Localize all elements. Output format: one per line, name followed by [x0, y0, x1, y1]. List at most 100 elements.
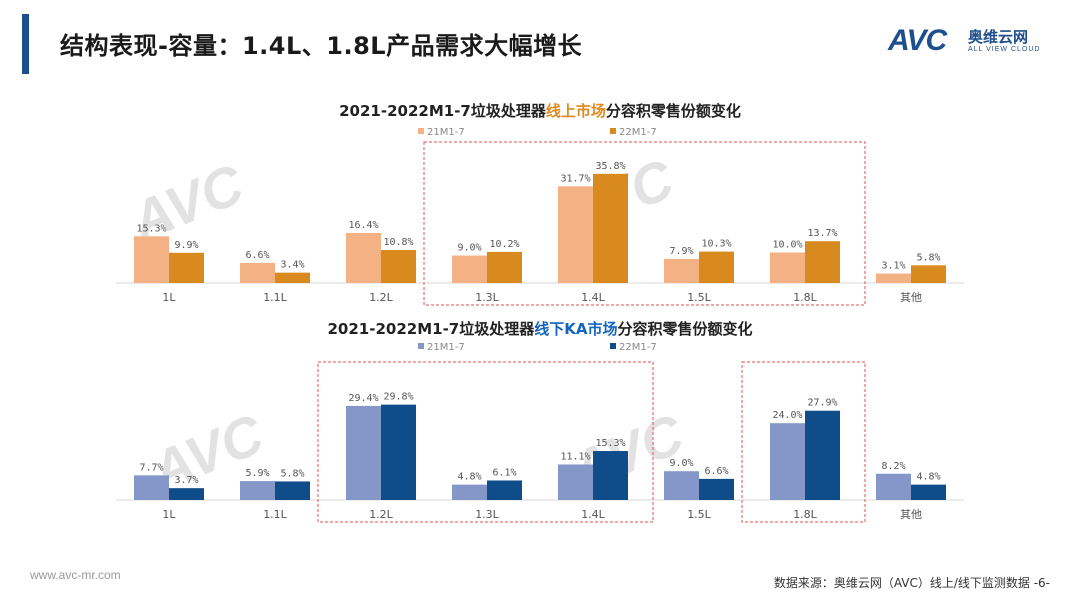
bar	[911, 484, 946, 500]
highlight-box	[741, 361, 866, 523]
data-label: 31.7%	[560, 173, 590, 184]
data-label: 29.4%	[348, 393, 378, 404]
bar	[134, 475, 169, 500]
category-label: 1.4L	[581, 508, 605, 521]
bar	[346, 405, 381, 500]
bar	[593, 451, 628, 500]
bar	[770, 423, 805, 500]
category-label: 1.5L	[687, 291, 711, 304]
data-label: 10.2%	[489, 239, 519, 250]
data-label: 24.0%	[772, 410, 802, 421]
bar	[805, 241, 840, 283]
chart-title-online: 2021-2022M1-7垃圾处理器线上市场分容积零售份额变化	[0, 100, 1080, 121]
category-label: 其他	[900, 291, 922, 304]
data-label: 3.4%	[280, 260, 304, 271]
legend-label: 21M1-7	[427, 127, 465, 138]
data-label: 7.7%	[139, 462, 163, 473]
bar	[664, 471, 699, 500]
chart-title-part: 分容积零售份额变化	[605, 102, 741, 120]
category-label: 1.8L	[793, 508, 817, 521]
category-label: 1.2L	[369, 291, 393, 304]
bar	[452, 484, 487, 500]
chart-title-part: 2021-2022M1-7垃圾处理器	[339, 102, 546, 120]
category-label: 其他	[900, 508, 922, 521]
data-label: 5.8%	[280, 468, 304, 479]
bar	[240, 481, 275, 500]
avc-logo: AVC 奥维云网 ALL VIEW CLOUD	[888, 22, 1063, 62]
footer-source: 数据来源：奥维云网（AVC）线上/线下监测数据 -6-	[773, 576, 1050, 590]
bar	[664, 258, 699, 283]
bar	[487, 480, 522, 500]
category-label: 1L	[162, 291, 176, 304]
data-label: 4.8%	[916, 472, 940, 483]
bar	[911, 265, 946, 283]
bar	[452, 255, 487, 283]
bar	[346, 232, 381, 283]
title-accent-bar	[22, 14, 29, 74]
bar	[487, 251, 522, 283]
data-label: 13.7%	[807, 228, 837, 239]
data-label: 6.6%	[704, 466, 728, 477]
data-label: 15.3%	[595, 438, 625, 449]
data-label: 3.7%	[174, 475, 198, 486]
chart-title-highlight: 线下KA市场	[534, 320, 618, 338]
data-label: 5.9%	[245, 468, 269, 479]
bar	[381, 250, 416, 283]
legend-label: 22M1-7	[619, 342, 657, 353]
logo-brand: AVC	[888, 24, 947, 57]
logo-cn-name: 奥维云网	[968, 28, 1029, 46]
category-label: 1.1L	[263, 291, 287, 304]
highlight-box	[317, 361, 654, 523]
chart-title-offline: 2021-2022M1-7垃圾处理器线下KA市场分容积零售份额变化	[0, 318, 1080, 339]
data-label: 35.8%	[595, 161, 625, 172]
bar	[699, 478, 734, 500]
bar	[699, 251, 734, 283]
data-label: 16.4%	[348, 220, 378, 231]
bar	[240, 262, 275, 283]
bar	[770, 252, 805, 283]
highlight-box	[423, 141, 866, 306]
data-label: 6.6%	[245, 250, 269, 261]
legend-swatch	[418, 128, 424, 134]
data-label: 29.8%	[383, 392, 413, 403]
online-share-chart: 21M1-7 22M1-7 15.3% 9.9% 1L 6.6% 3.4% 1.1L 16.4%…	[116, 127, 964, 306]
bar	[558, 464, 593, 500]
footer-url: www.avc-mr.com	[30, 568, 121, 582]
offline-share-chart: 21M1-7 22M1-7 7.7% 3.7% 1L 5.9% 5.8% 1.1L 29.4% 2…	[116, 342, 964, 523]
legend-label: 22M1-7	[619, 127, 657, 138]
legend-swatch	[418, 343, 424, 349]
data-label: 6.1%	[492, 467, 516, 478]
category-label: 1.1L	[263, 508, 287, 521]
bar	[593, 173, 628, 283]
data-label: 7.9%	[669, 246, 693, 257]
data-label: 8.2%	[881, 461, 905, 472]
data-label: 5.8%	[916, 252, 940, 263]
data-label: 15.3%	[136, 223, 166, 234]
category-label: 1.2L	[369, 508, 393, 521]
legend-swatch	[610, 343, 616, 349]
data-label: 11.1%	[560, 451, 590, 462]
bar	[876, 273, 911, 283]
page-title: 结构表现-容量：1.4L、1.8L产品需求大幅增长	[60, 32, 583, 60]
data-label: 3.1%	[881, 261, 905, 272]
category-label: 1.8L	[793, 291, 817, 304]
logo-en-name: ALL VIEW CLOUD	[968, 46, 1041, 53]
bar	[134, 236, 169, 283]
category-label: 1.3L	[475, 291, 499, 304]
chart-title-part: 2021-2022M1-7垃圾处理器	[327, 320, 535, 338]
category-label: 1.5L	[687, 508, 711, 521]
data-label: 9.0%	[669, 458, 693, 469]
chart-title-part: 分容积零售份额变化	[617, 320, 753, 338]
data-label: 9.0%	[457, 243, 481, 254]
legend-label: 21M1-7	[427, 342, 465, 353]
chart-title-highlight: 线上市场	[545, 102, 606, 120]
data-label: 10.3%	[701, 239, 731, 250]
bar	[805, 410, 840, 500]
bar	[876, 473, 911, 500]
data-label: 9.9%	[174, 240, 198, 251]
category-label: 1.4L	[581, 291, 605, 304]
bar	[275, 481, 310, 500]
bar	[275, 272, 310, 283]
legend-swatch	[610, 128, 616, 134]
category-label: 1L	[162, 508, 176, 521]
